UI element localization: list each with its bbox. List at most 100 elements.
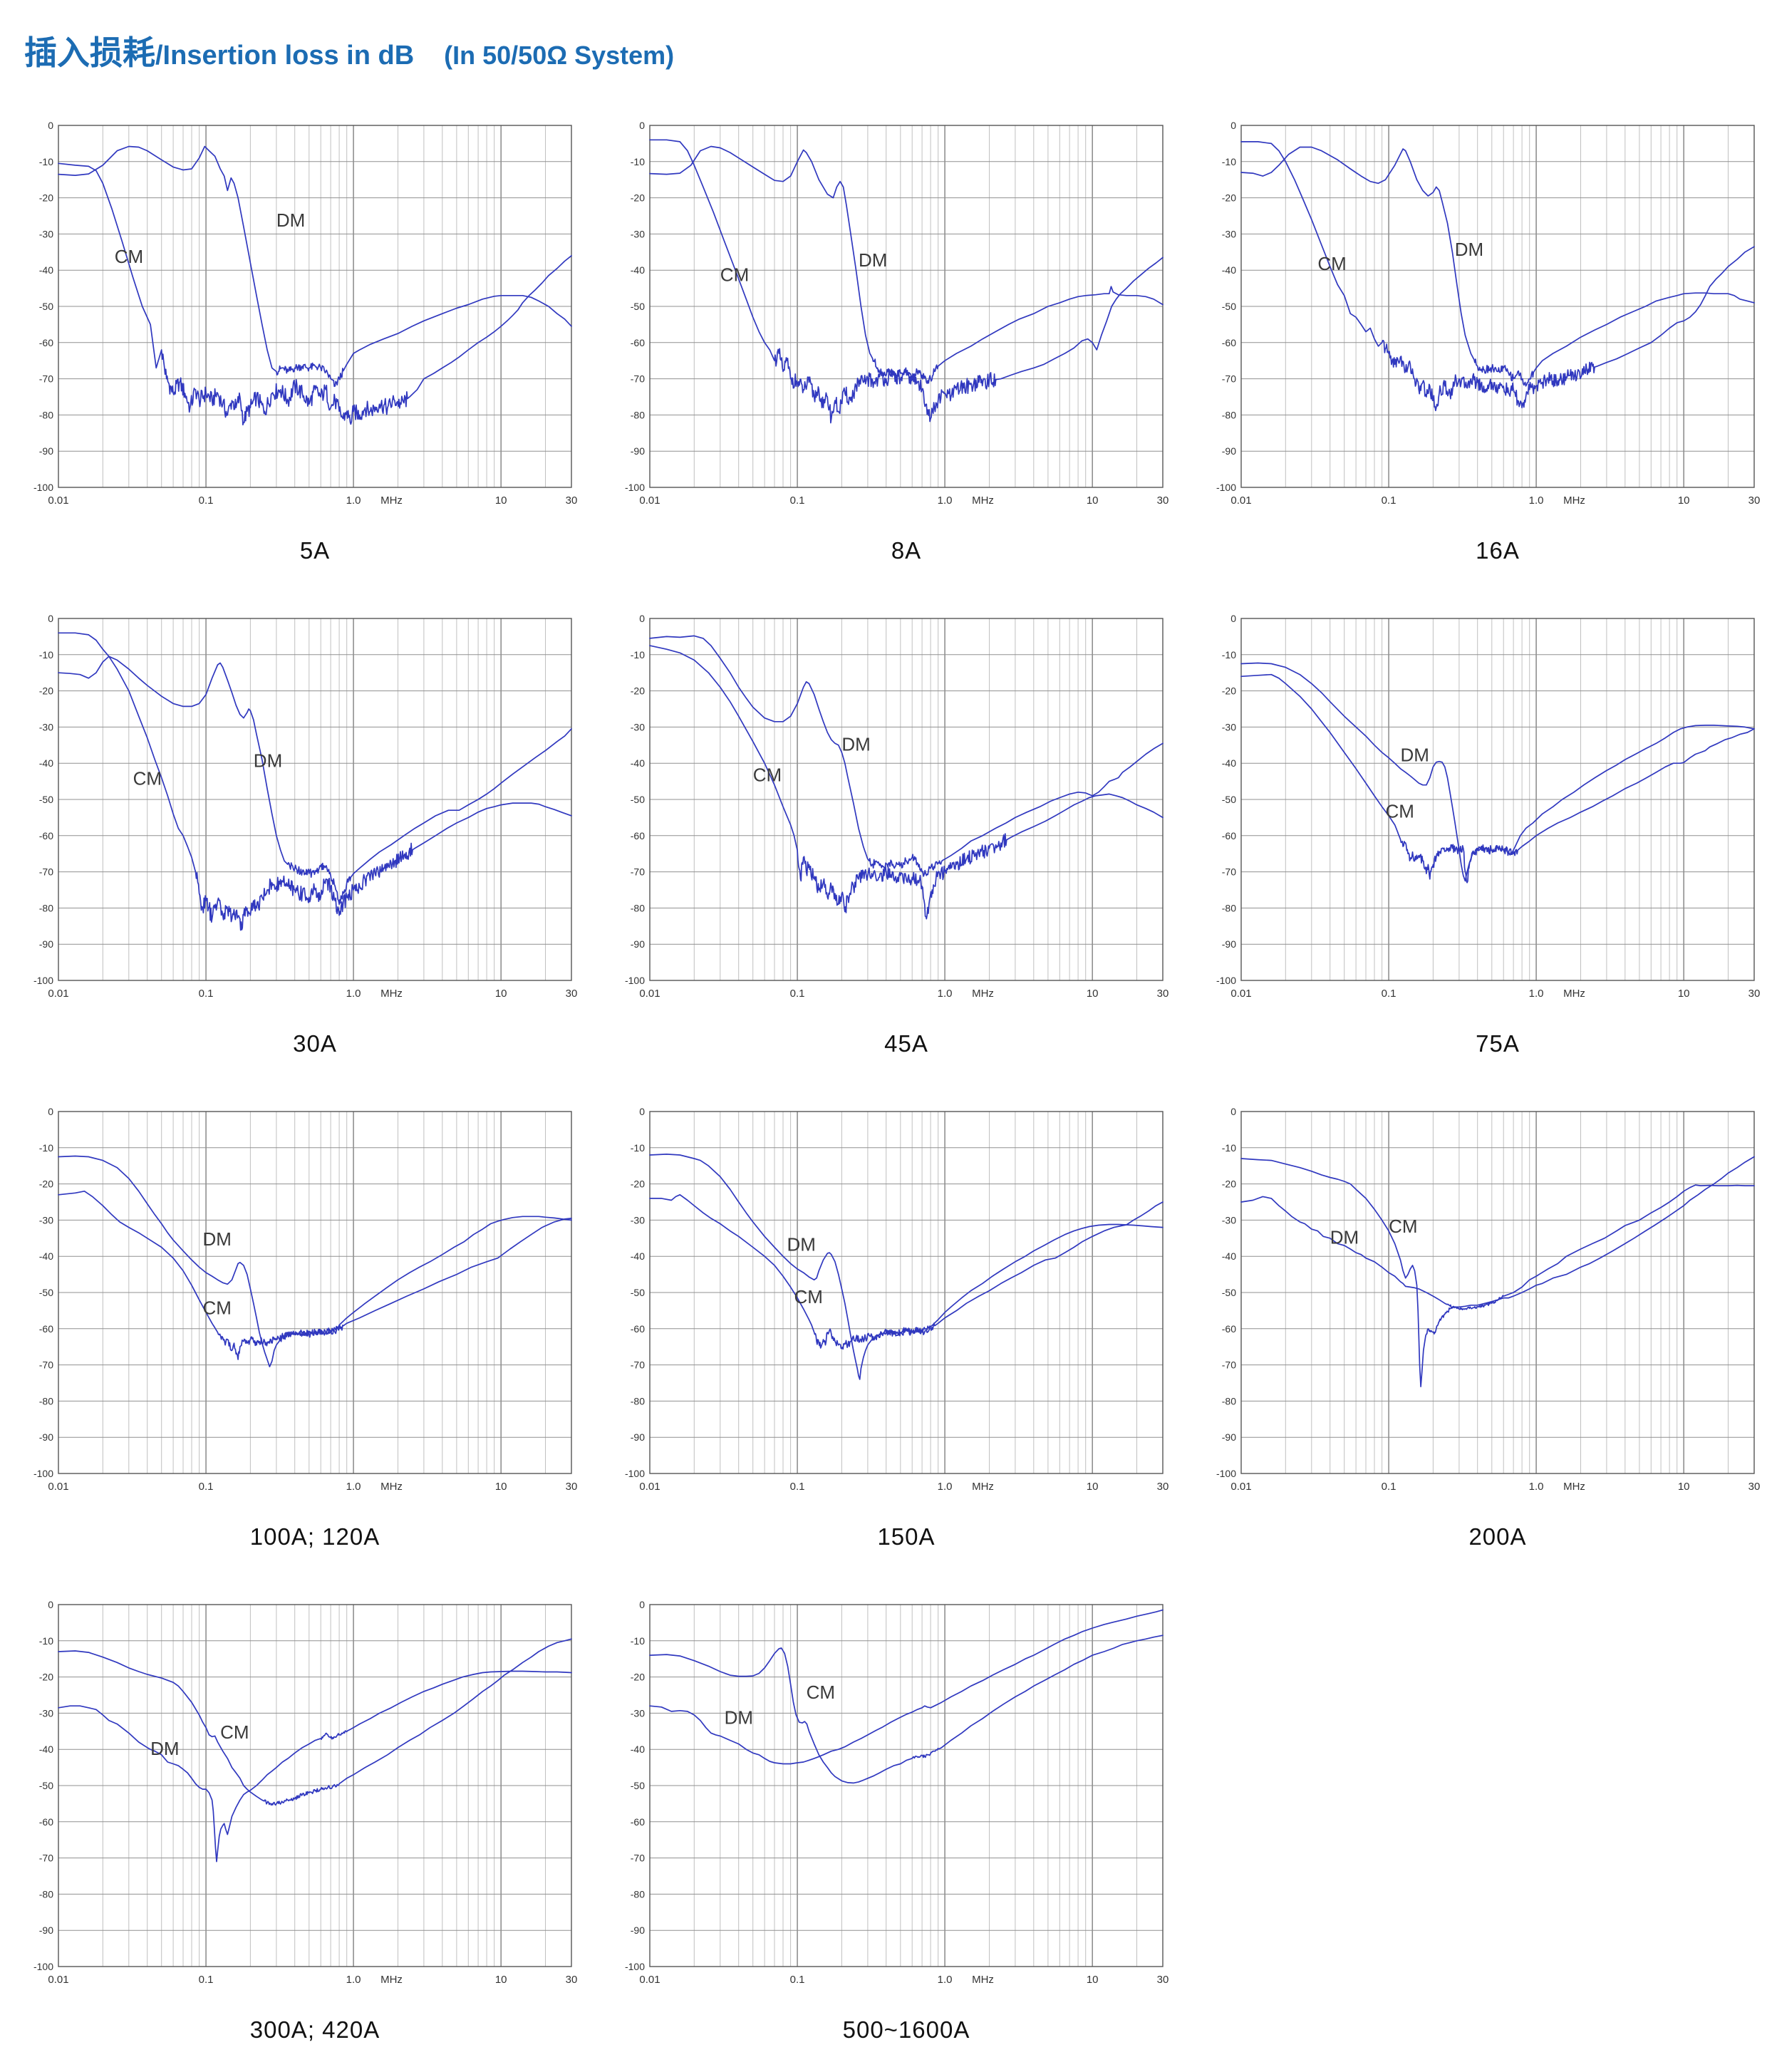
curve-label-cm: CM	[203, 1297, 232, 1319]
y-tick-label: 0	[48, 613, 53, 624]
curve-label-cm: CM	[794, 1286, 823, 1307]
y-tick-label: -40	[39, 264, 53, 276]
chart-title: 8A	[891, 537, 922, 564]
x-tick-label: 0.01	[639, 1974, 660, 1986]
curve-dm	[58, 656, 572, 906]
x-tick-label: 1.0	[346, 1974, 361, 1986]
x-tick-label: 0.1	[199, 988, 214, 1000]
curve-dm	[1240, 662, 1755, 882]
x-axis-unit: MHz	[1563, 1481, 1585, 1493]
curve-label-dm: DM	[1455, 239, 1483, 260]
x-tick-label: 30	[566, 1481, 578, 1493]
y-tick-label: -80	[39, 1888, 53, 1900]
y-tick-label: -70	[39, 373, 53, 385]
y-tick-label: -90	[39, 1431, 53, 1443]
curve-dm	[649, 635, 1164, 877]
y-tick-label: -10	[1222, 156, 1236, 167]
y-tick-label: 0	[1230, 120, 1236, 131]
y-tick-label: -20	[39, 685, 53, 697]
x-tick-label: 30	[566, 494, 578, 507]
y-tick-label: -70	[39, 1359, 53, 1371]
y-tick-label: -40	[39, 1250, 53, 1262]
y-tick-label: -100	[625, 482, 645, 493]
x-tick-label: 0.1	[790, 494, 805, 507]
y-tick-label: -30	[631, 1707, 645, 1719]
x-tick-label: 0.01	[48, 988, 68, 1000]
y-tick-label: -20	[1222, 192, 1236, 204]
curve-cm	[649, 645, 1164, 920]
y-tick-label: -50	[631, 794, 645, 805]
curve-dm	[1240, 146, 1755, 387]
x-tick-label: 0.1	[199, 494, 214, 507]
x-tick-label: 0.01	[48, 494, 68, 507]
chart-16A: 0 -10 -20 -30 -40 -50 -60 -70 -80 -90 -100 0.01 0.1 1…	[1204, 115, 1767, 564]
x-axis-unit: MHz	[380, 494, 403, 507]
y-tick-label: -100	[33, 482, 53, 493]
x-tick-label: 0.01	[1230, 988, 1251, 1000]
y-tick-label: -60	[39, 1323, 53, 1335]
y-tick-label: 0	[639, 613, 645, 624]
y-tick-label: -10	[39, 649, 53, 661]
y-tick-label: -60	[1222, 337, 1236, 348]
y-tick-label: -60	[39, 337, 53, 348]
y-tick-label: -80	[39, 1395, 53, 1407]
charts-grid: 0 -10 -20 -30 -40 -50 -60 -70 -80 -90 -100 0.01 0.1 1…	[21, 115, 1767, 2043]
page-title: 插入损耗/Insertion loss in dB (In 50/50Ω Syst…	[24, 27, 1767, 74]
x-tick-label: 10	[495, 1481, 507, 1493]
y-tick-label: -50	[631, 1780, 645, 1791]
page-title-system: (In 50/50Ω System)	[444, 41, 675, 70]
curve-label-dm: DM	[1401, 745, 1429, 766]
y-tick-label: -20	[631, 1179, 645, 1190]
curve-dm	[649, 1609, 1164, 1765]
curve-dm	[58, 145, 572, 388]
y-tick-label: -80	[631, 902, 645, 913]
y-tick-label: 0	[1230, 613, 1236, 624]
curve-dm	[649, 145, 1164, 384]
x-axis-unit: MHz	[380, 1481, 403, 1493]
y-tick-label: -30	[631, 721, 645, 732]
x-tick-label: 0.01	[48, 1481, 68, 1493]
y-tick-label: -30	[39, 1707, 53, 1719]
y-tick-label: -50	[39, 1287, 53, 1298]
curve-cm	[649, 139, 1164, 424]
x-tick-label: 1.0	[938, 1974, 953, 1986]
y-tick-label: -20	[39, 1179, 53, 1190]
y-tick-label: -10	[631, 156, 645, 167]
y-tick-label: -30	[1222, 721, 1236, 732]
x-tick-label: 0.01	[1230, 1481, 1251, 1493]
chart-title: 500~1600A	[842, 2016, 970, 2043]
y-tick-label: -10	[631, 649, 645, 661]
y-tick-label: -90	[1222, 938, 1236, 950]
x-tick-label: 1.0	[1529, 494, 1544, 507]
x-tick-label: 1.0	[1529, 988, 1544, 1000]
curve-cm	[1240, 1156, 1755, 1387]
chart-title: 150A	[877, 1523, 936, 1550]
curve-cm	[58, 162, 572, 426]
curve-label-dm: DM	[1330, 1226, 1359, 1248]
curve-label-dm: DM	[787, 1234, 816, 1255]
y-tick-label: 0	[48, 120, 53, 131]
y-tick-label: -30	[39, 1214, 53, 1226]
y-tick-label: -60	[1222, 830, 1236, 841]
x-tick-label: 30	[1748, 1481, 1761, 1493]
chart-title: 75A	[1476, 1030, 1520, 1057]
curve-label-dm: DM	[203, 1228, 232, 1250]
curve-label-cm: CM	[1317, 253, 1346, 274]
y-tick-label: -40	[631, 1744, 645, 1755]
y-tick-label: -30	[39, 721, 53, 732]
y-tick-label: -90	[1222, 1431, 1236, 1443]
y-tick-label: -60	[631, 830, 645, 841]
x-tick-label: 10	[1087, 988, 1099, 1000]
y-tick-label: 0	[639, 1599, 645, 1610]
x-tick-label: 10	[495, 1974, 507, 1986]
y-tick-label: -100	[33, 975, 53, 986]
x-axis-unit: MHz	[1563, 988, 1585, 1000]
y-tick-label: -20	[1222, 1179, 1236, 1190]
x-tick-label: 10	[1678, 494, 1690, 507]
chart-30A: 0 -10 -20 -30 -40 -50 -60 -70 -80 -90 -100 0.01 0.1 1…	[21, 608, 591, 1057]
